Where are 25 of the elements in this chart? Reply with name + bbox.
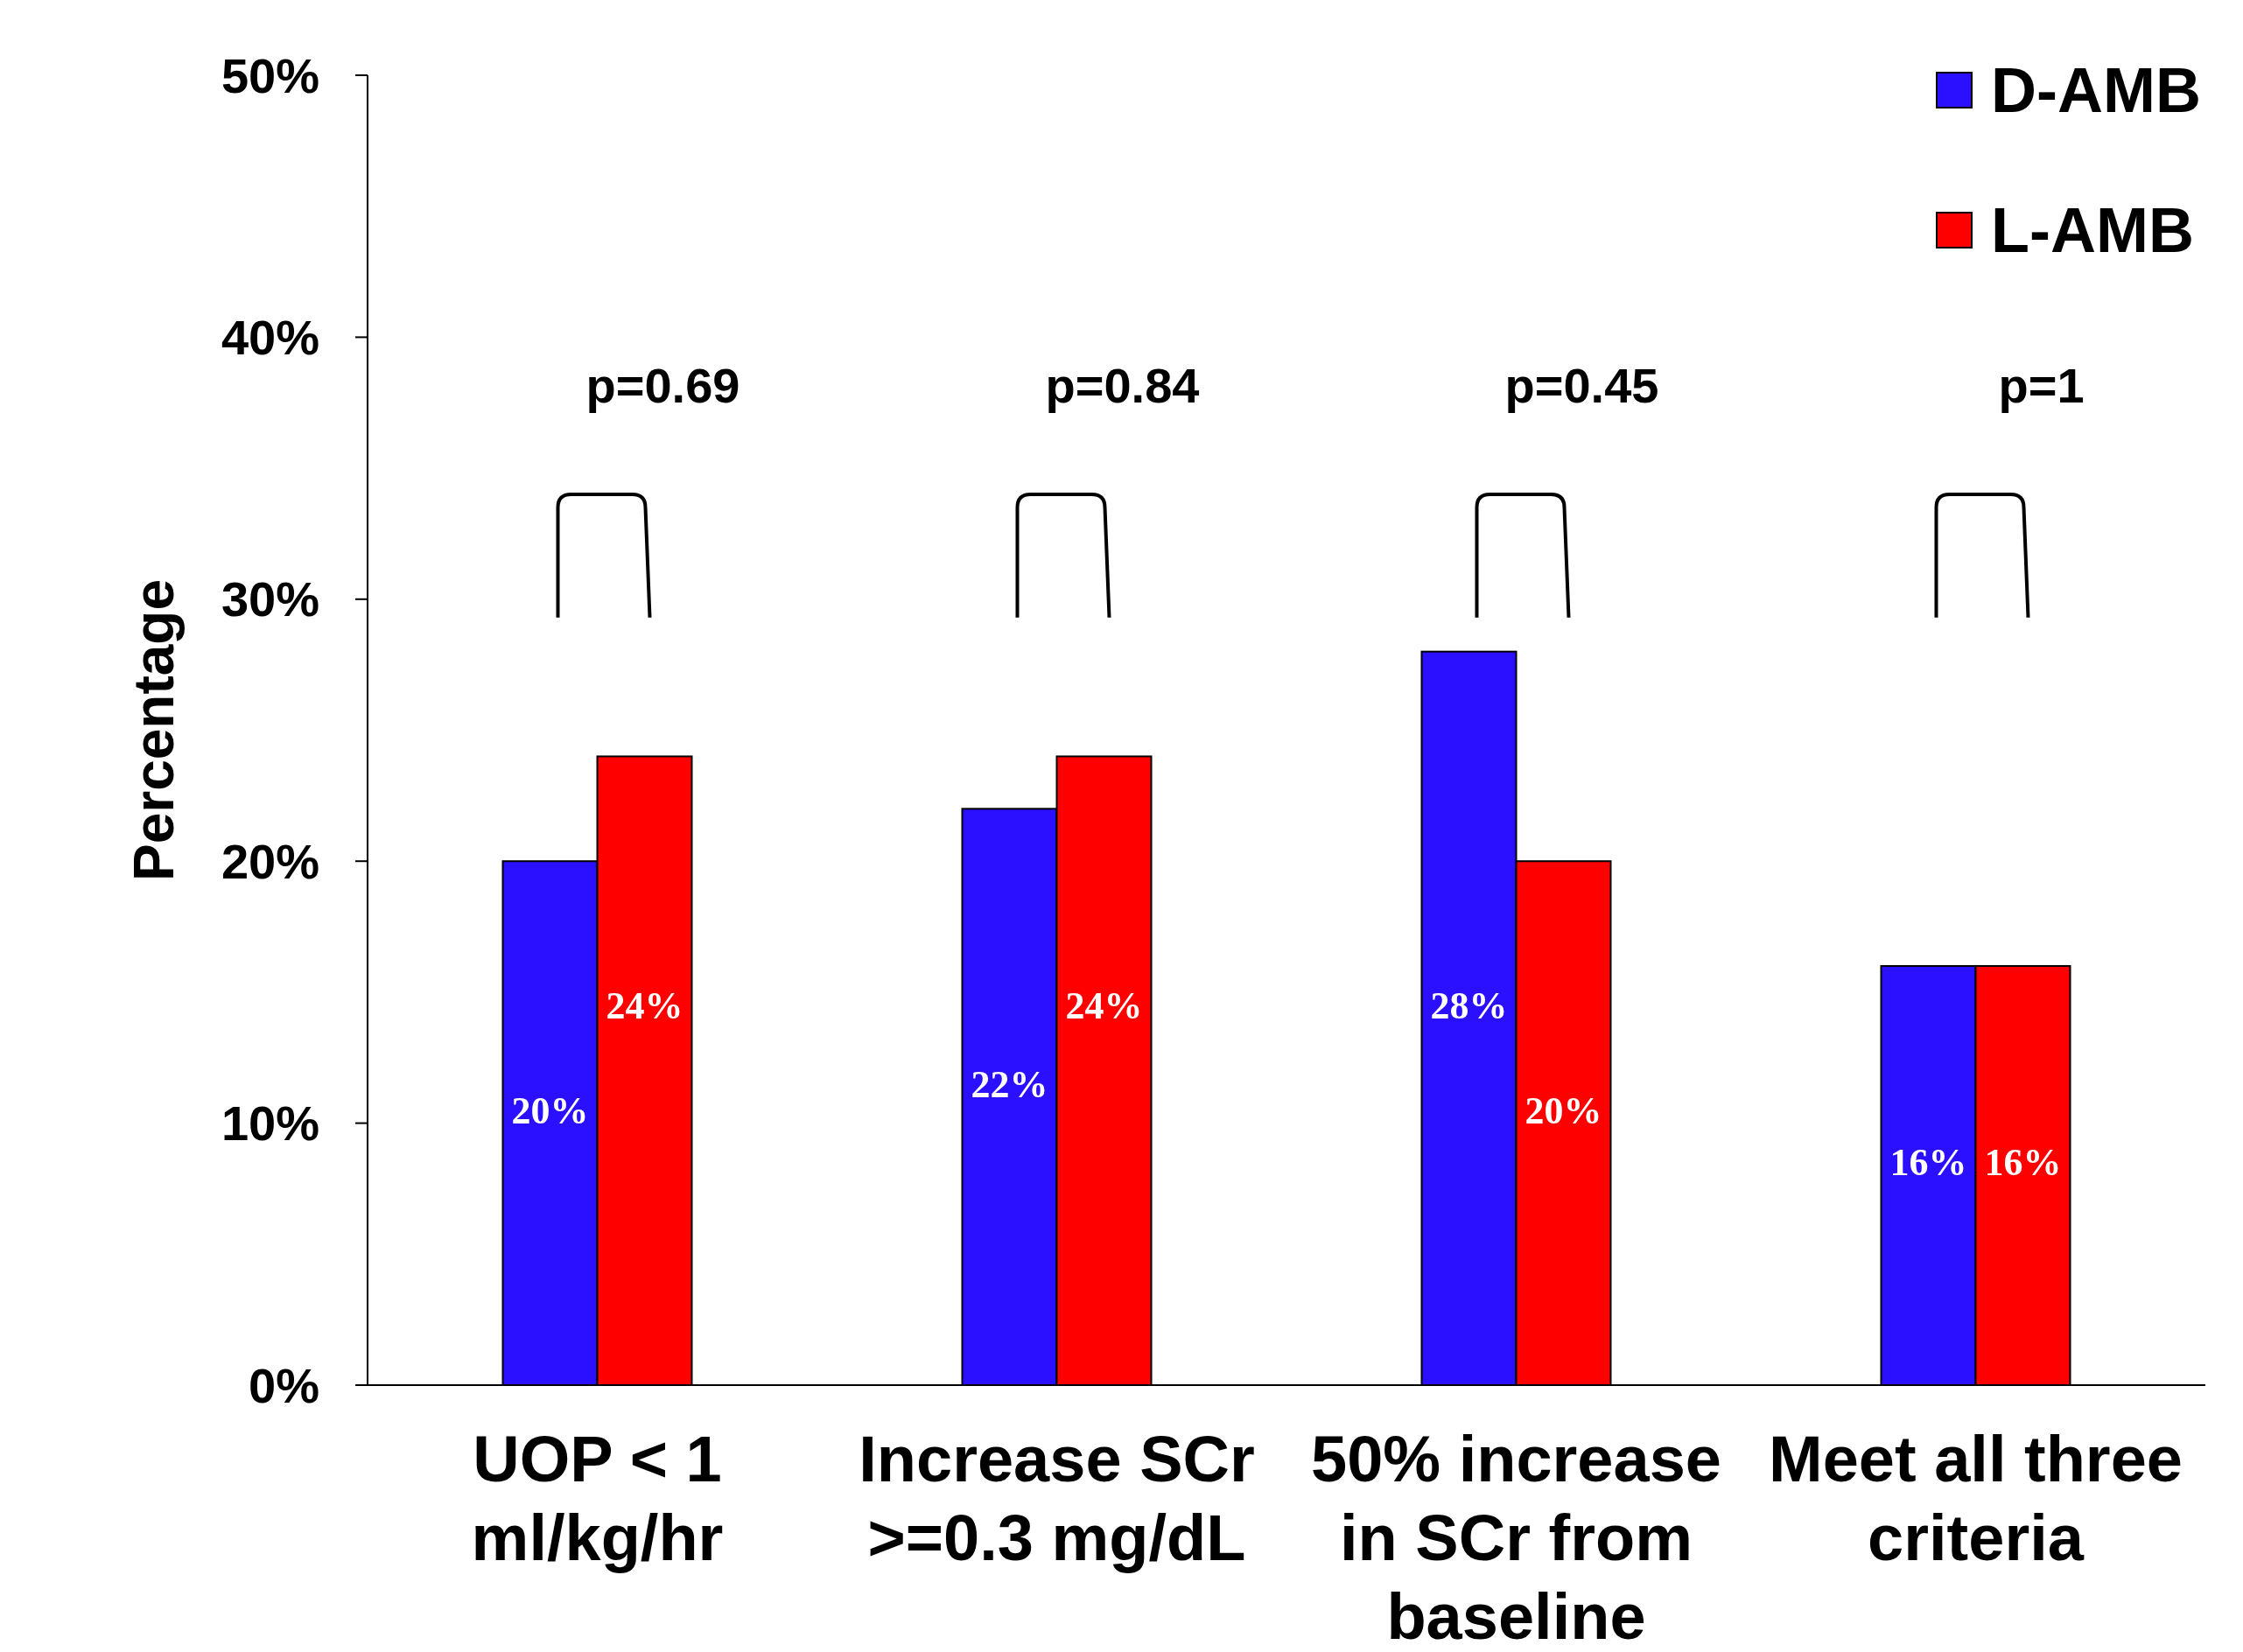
y-tick-label: 40%	[221, 310, 319, 365]
legend-label: D-AMB	[1991, 55, 2201, 126]
text: 22%	[971, 1062, 1048, 1106]
y-axis-title: Percentage	[123, 578, 186, 882]
y-tick-label: 10%	[221, 1096, 319, 1152]
y-tick-label: 50%	[221, 47, 319, 103]
text: 16%	[1984, 1141, 2062, 1185]
annotation: p=0.69	[585, 358, 740, 414]
annotation: p=1	[1998, 358, 2085, 414]
y-tick-label: 20%	[221, 833, 319, 889]
x-tick-label: 50% increase in SCr from baseline	[1310, 1423, 1722, 1652]
text: 16%	[1889, 1141, 1967, 1185]
legend-label: L-AMB	[1991, 195, 2194, 266]
x-tick-label: Increase SCr >=0.3 mg/dL	[859, 1423, 1255, 1574]
text: 28%	[1430, 984, 1508, 1027]
text: 24%	[1065, 984, 1143, 1027]
text: 20%	[511, 1088, 589, 1132]
x-tick-label: UOP < 1 ml/kg/hr	[471, 1423, 724, 1574]
y-tick-label: 0%	[249, 1357, 319, 1413]
annotation: p=0.84	[1045, 358, 1200, 414]
x-tick-label: Meet all three criteria	[1769, 1423, 2183, 1574]
text: 24%	[606, 984, 683, 1027]
y-tick-label: 30%	[221, 571, 319, 627]
annotation: p=0.45	[1504, 358, 1659, 414]
text: 20%	[1525, 1088, 1602, 1132]
